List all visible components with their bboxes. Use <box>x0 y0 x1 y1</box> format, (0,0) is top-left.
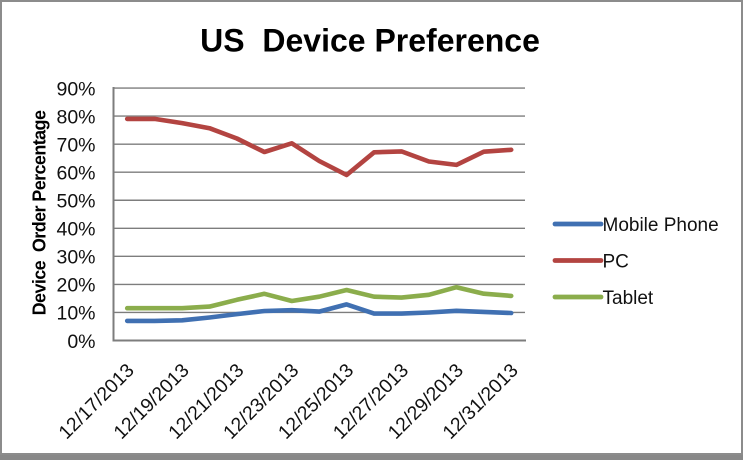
svg-text:Mobile Phone: Mobile Phone <box>603 215 719 236</box>
svg-text:80%: 80% <box>56 106 95 128</box>
svg-text:20%: 20% <box>56 275 95 297</box>
svg-text:70%: 70% <box>56 134 95 156</box>
svg-text:50%: 50% <box>56 191 95 213</box>
svg-text:0%: 0% <box>67 331 95 353</box>
svg-text:PC: PC <box>603 251 629 272</box>
svg-text:US Device Preference: US Device Preference <box>200 23 540 59</box>
svg-text:10%: 10% <box>56 303 95 325</box>
svg-text:40%: 40% <box>56 219 95 241</box>
svg-text:Device Order Percentage: Device Order Percentage <box>30 110 50 315</box>
svg-text:90%: 90% <box>56 78 95 100</box>
svg-text:60%: 60% <box>56 163 95 185</box>
svg-text:Tablet: Tablet <box>603 288 654 309</box>
svg-text:30%: 30% <box>56 247 95 269</box>
